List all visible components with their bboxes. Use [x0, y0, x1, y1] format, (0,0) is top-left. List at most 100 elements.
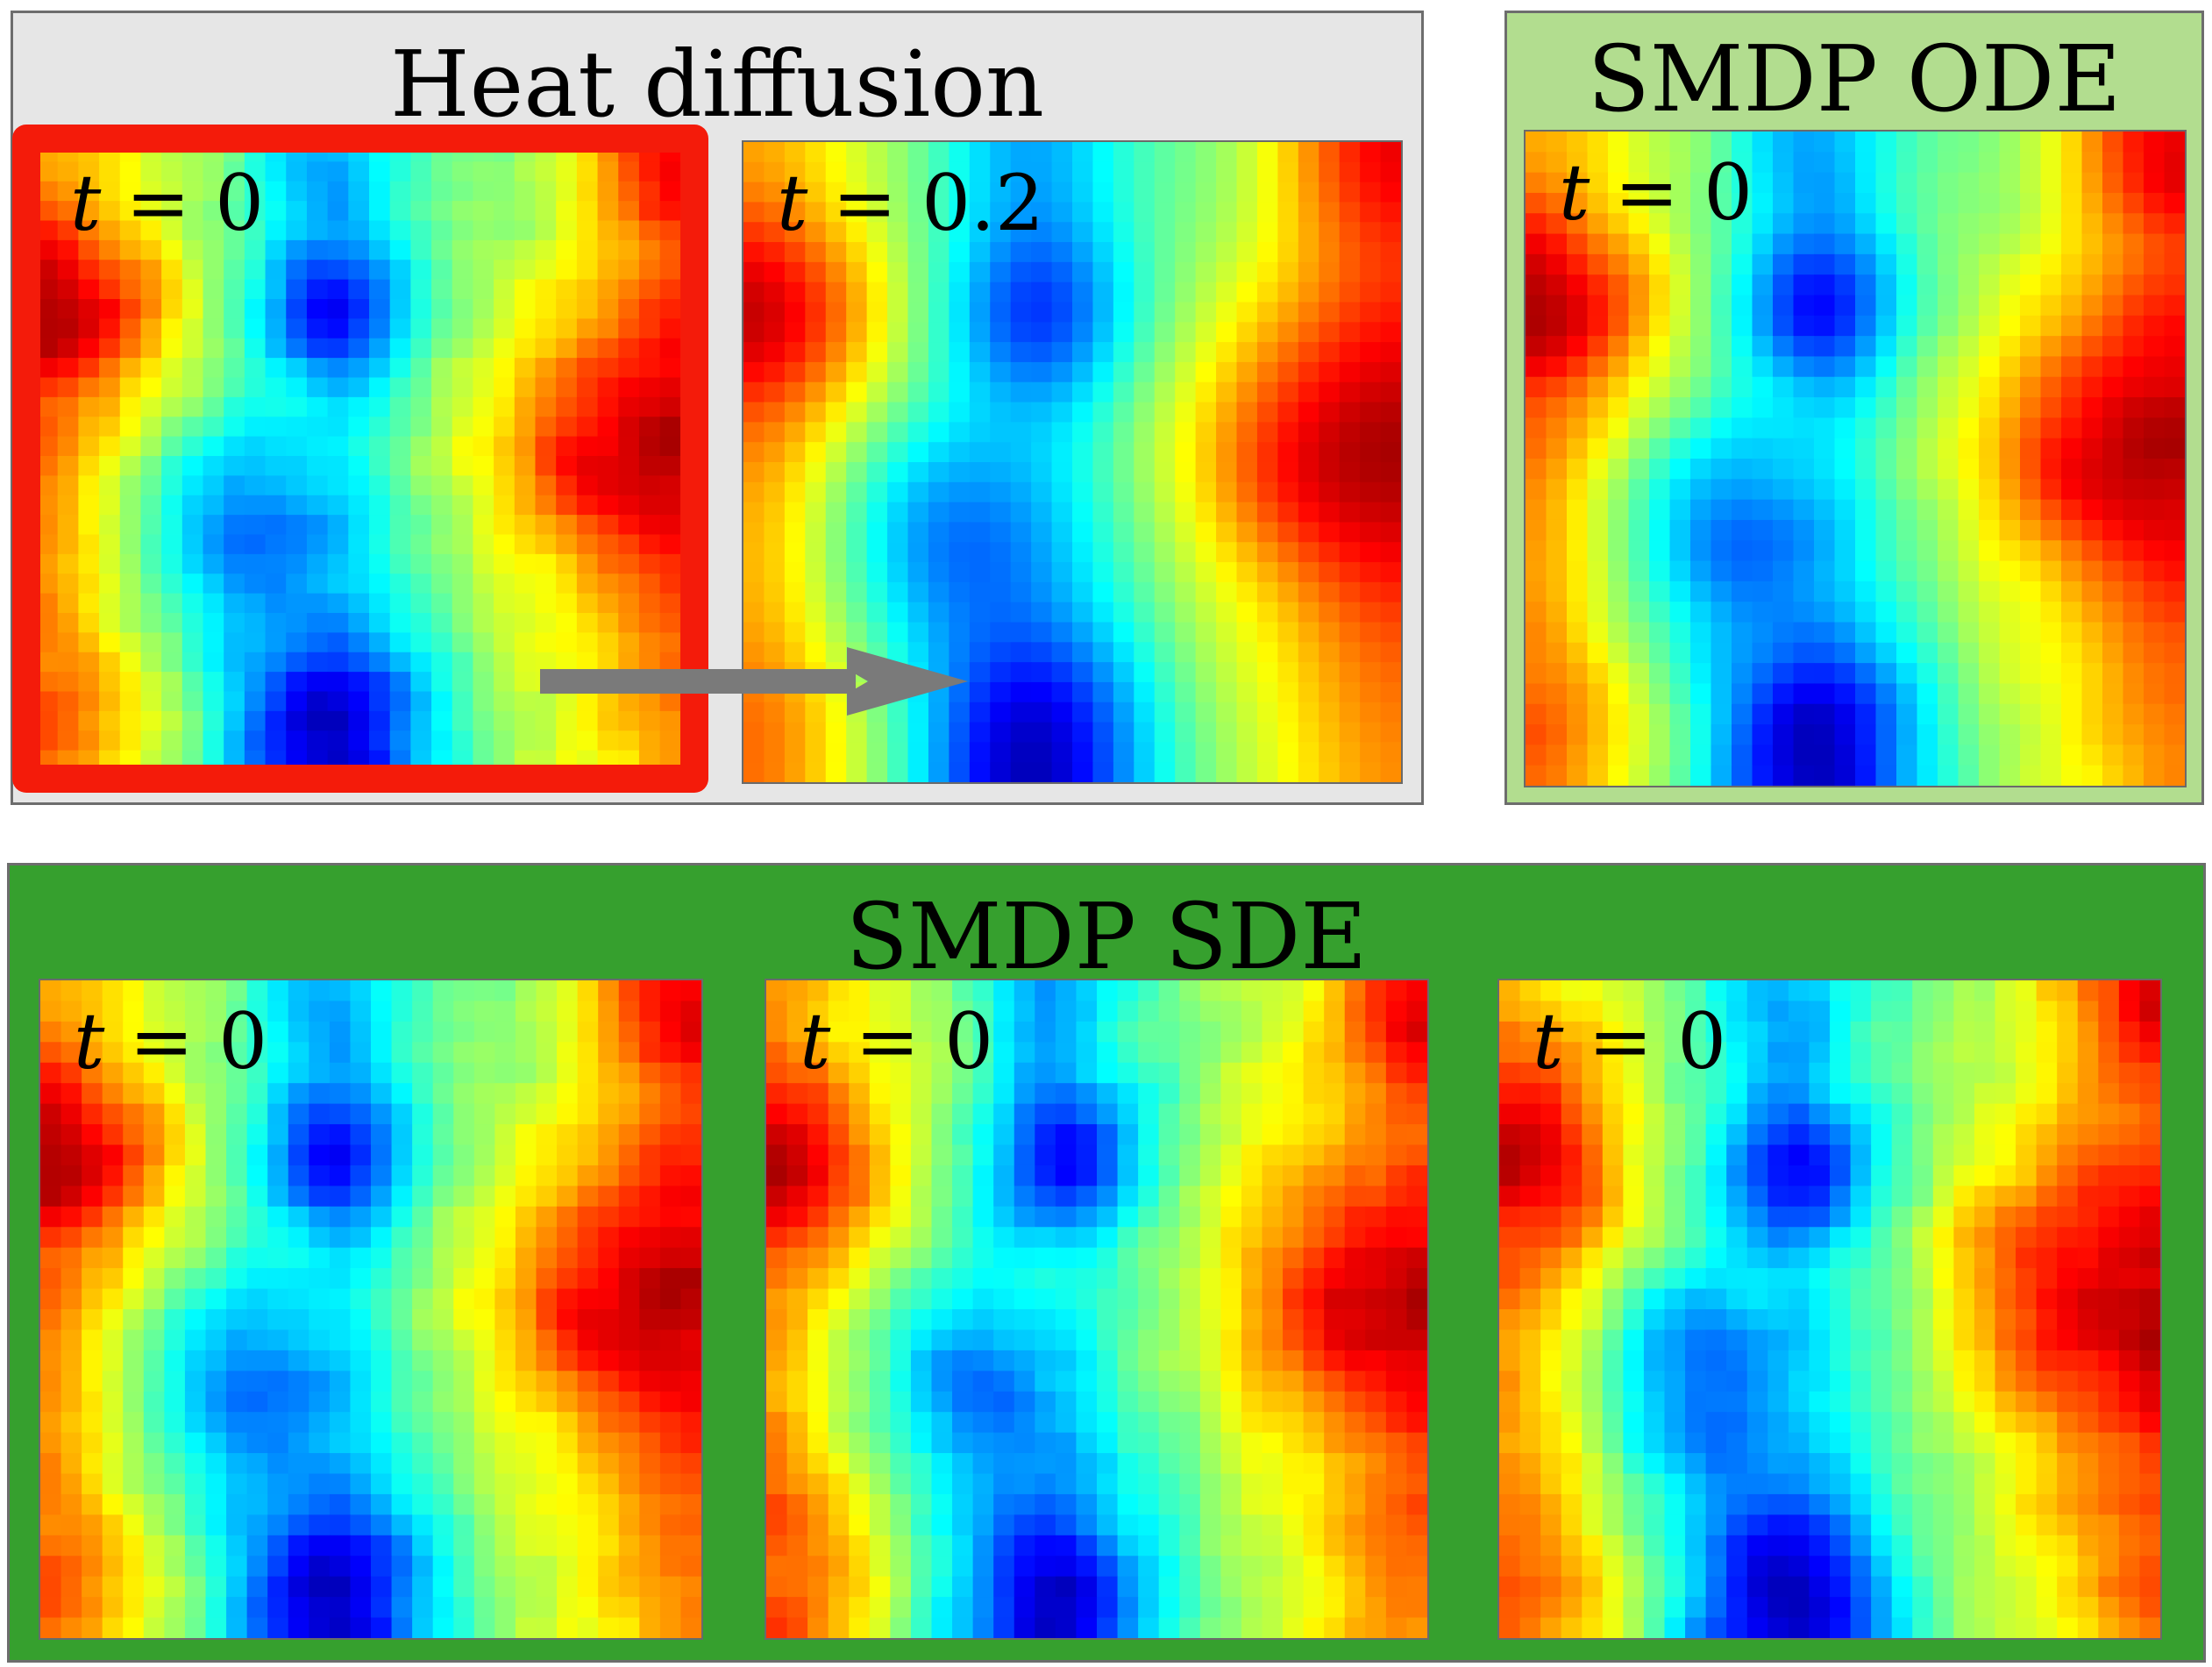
heatmap-cell — [576, 377, 599, 398]
heatmap-cell — [1051, 702, 1073, 723]
heatmap-cell — [2081, 315, 2103, 337]
heatmap-cell — [1014, 1042, 1035, 1064]
heatmap-cell — [2123, 397, 2144, 418]
heatmap-cell — [1958, 519, 1980, 541]
heatmap-cell — [1179, 1329, 1201, 1351]
heatmap-cell — [246, 1556, 268, 1578]
heatmap-cell — [203, 417, 224, 438]
heatmap-cell — [743, 381, 765, 403]
heatmap-cell — [348, 260, 370, 281]
heatmap-cell — [1154, 462, 1176, 483]
heatmap-cell — [1546, 336, 1568, 357]
heatmap-cell — [1010, 402, 1032, 423]
heatmap-cell — [205, 1021, 227, 1043]
heatmap-cell — [1051, 722, 1073, 743]
heatmap-cell — [952, 1083, 974, 1105]
heatmap-cell — [371, 1021, 393, 1043]
heatmap-cell — [1526, 540, 1547, 562]
heatmap-cell — [1834, 744, 1856, 766]
heatmap-cell — [557, 1165, 579, 1186]
heatmap-cell — [618, 613, 640, 633]
heatmap-cell — [224, 239, 245, 260]
heatmap-cell — [473, 573, 494, 595]
heatmap-cell — [1175, 462, 1197, 483]
heatmap-cell — [2061, 622, 2082, 644]
heatmap-cell — [928, 762, 950, 782]
heatmap-cell — [1113, 361, 1134, 383]
heatmap-cell — [1134, 182, 1156, 203]
heatmap-cell — [1344, 1206, 1366, 1228]
heatmap-cell — [598, 1371, 620, 1393]
heatmap-cell — [389, 417, 411, 438]
heatmap-cell — [1097, 1021, 1119, 1043]
heatmap-cell — [828, 1412, 850, 1434]
heatmap-cell — [846, 422, 868, 443]
heatmap-cell — [1031, 502, 1053, 523]
heatmap-cell — [659, 553, 681, 574]
heatmap-cell — [1628, 253, 1650, 275]
heatmap-cell — [1732, 397, 1753, 418]
heatmap-cell — [1938, 376, 1959, 398]
heatmap-cell — [928, 542, 950, 563]
heatmap-cell — [577, 1350, 599, 1371]
heatmap-cell — [348, 672, 370, 692]
heatmap-cell — [828, 1083, 850, 1105]
heatmap-cell — [1117, 1124, 1139, 1145]
heatmap-cell — [123, 1309, 145, 1330]
heatmap-cell — [432, 1062, 454, 1084]
heatmap-cell — [659, 239, 681, 260]
heatmap-cell — [453, 1247, 475, 1269]
heatmap-cell — [37, 672, 59, 692]
heatmap-cell — [286, 672, 308, 692]
heatmap-cell — [618, 338, 640, 359]
heatmap-cell — [1896, 336, 1917, 357]
heatmap-cell — [846, 762, 868, 782]
heatmap-cell — [2040, 376, 2062, 398]
heatmap-cell — [1690, 295, 1711, 317]
heatmap-cell — [1999, 683, 2021, 705]
heatmap-cell — [78, 593, 100, 614]
heatmap-cell — [828, 1350, 850, 1371]
heatmap-cell — [1979, 683, 2000, 705]
heatmap-cell — [576, 201, 599, 221]
heatmap-cell — [1979, 172, 2000, 194]
heatmap-cell — [907, 702, 929, 723]
heatmap-cell — [910, 1350, 932, 1371]
heatmap-cell — [184, 1432, 206, 1454]
heatmap-cell — [577, 1186, 599, 1208]
heatmap-cell — [866, 202, 888, 223]
heatmap-cell — [1406, 1329, 1427, 1351]
heatmap-cell — [348, 220, 370, 241]
heatmap-cell — [990, 602, 1012, 623]
heatmap-cell — [1283, 1350, 1305, 1371]
heatmap-cell — [143, 1556, 165, 1578]
heatmap-cell — [890, 1083, 912, 1105]
heatmap-cell — [2061, 356, 2082, 378]
heatmap-cell — [1199, 1062, 1221, 1084]
heatmap-cell — [1154, 142, 1176, 163]
heatmap-cell — [1546, 233, 1568, 255]
heatmap-cell — [1179, 1453, 1201, 1474]
heatmap-cell — [40, 1227, 62, 1249]
heatmap-cell — [1055, 1124, 1077, 1145]
heatmap-cell — [1732, 192, 1753, 214]
heatmap-cell — [161, 515, 183, 535]
heatmap-cell — [1236, 422, 1258, 443]
heatmap-cell — [743, 302, 765, 323]
heatmap-cell — [473, 710, 494, 731]
heatmap-cell — [143, 1453, 165, 1474]
heatmap-cell — [743, 402, 765, 423]
heatmap-cell — [1380, 381, 1401, 403]
heatmap-cell — [161, 358, 183, 378]
heatmap-cell — [60, 1617, 82, 1638]
heatmap-cell — [907, 381, 929, 403]
heatmap-cell — [1113, 442, 1134, 463]
heatmap-cell — [1324, 1227, 1346, 1249]
heatmap-cell — [348, 495, 370, 516]
heatmap-cell — [952, 1124, 974, 1145]
heatmap-cell — [805, 381, 827, 403]
heatmap-cell — [306, 456, 329, 476]
heatmap-cell — [849, 1227, 871, 1249]
heatmap-cell — [82, 1493, 103, 1515]
heatmap-cell — [1690, 417, 1711, 439]
